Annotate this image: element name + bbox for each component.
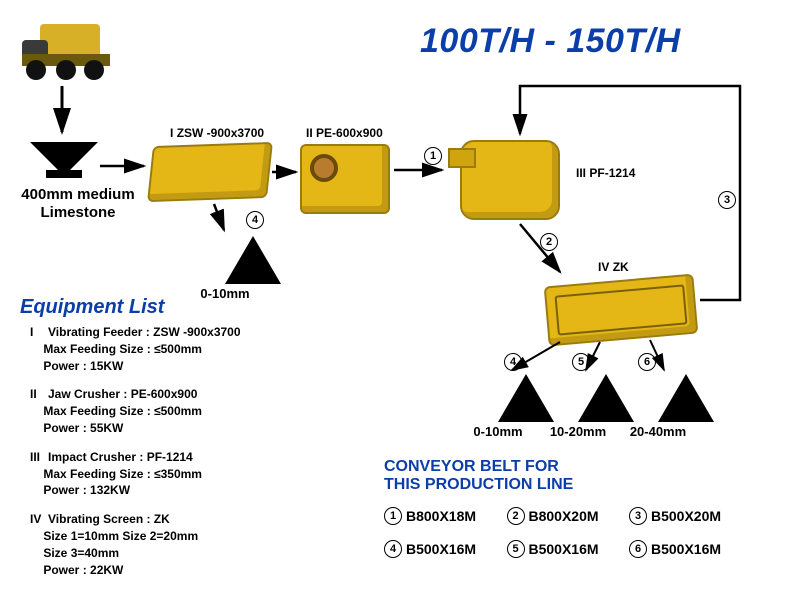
flow-num-3: 3 [718, 190, 740, 209]
feed-line-1: 400mm medium [21, 186, 134, 203]
flow-num-2: 2 [540, 232, 562, 251]
pile-0-10-a: 0-10mm [225, 236, 281, 301]
belt-6: 6B500X16M [629, 540, 721, 558]
dump-truck-icon [22, 22, 112, 80]
belt-1: 1B800X18M [384, 507, 476, 525]
feeder-label: I ZSW -900x3700 [170, 126, 264, 140]
belt-5: 5B500X16M [507, 540, 599, 558]
flow-num-5: 5 [572, 352, 594, 371]
jaw-label: II PE-600x900 [306, 126, 383, 140]
feed-material-label: 400mm medium Limestone [8, 186, 148, 222]
feed-line-2: Limestone [40, 204, 115, 221]
equipment-item-3: IIIImpact Crusher : PF-1214 Max Feeding … [30, 449, 360, 499]
equipment-item-4: IVVibrating Screen : ZK Size 1=10mm Size… [30, 511, 360, 578]
impact-label: III PF-1214 [576, 166, 635, 180]
screen-label: IV ZK [598, 260, 629, 274]
title-capacity: 100T/H - 150T/H [420, 22, 681, 61]
equipment-list-title: Equipment List [20, 296, 164, 319]
flow-num-4a: 4 [246, 210, 268, 229]
jaw-crusher-icon [300, 144, 390, 214]
equipment-item-1: IVibrating Feeder : ZSW -900x3700 Max Fe… [30, 324, 360, 374]
vibrating-screen-icon [544, 274, 699, 347]
hopper-icon [30, 142, 98, 176]
conveyor-belt-list: 1B800X18M 2B800X20M 3B500X20M 4B500X16M … [384, 506, 794, 558]
flow-num-6: 6 [638, 352, 660, 371]
equipment-list: IVibrating Feeder : ZSW -900x3700 Max Fe… [30, 324, 360, 590]
pile-20-40: 20-40mm [658, 374, 714, 439]
impact-crusher-icon [460, 140, 560, 220]
belt-4: 4B500X16M [384, 540, 476, 558]
flow-num-1: 1 [424, 146, 446, 165]
vibrating-feeder-icon [147, 142, 273, 202]
belt-2: 2B800X20M [507, 507, 599, 525]
equipment-item-2: IIJaw Crusher : PE-600x900 Max Feeding S… [30, 386, 360, 436]
belt-3: 3B500X20M [629, 507, 721, 525]
flow-num-4b: 4 [504, 352, 526, 371]
conveyor-title: CONVEYOR BELT FORTHIS PRODUCTION LINE [384, 458, 573, 495]
